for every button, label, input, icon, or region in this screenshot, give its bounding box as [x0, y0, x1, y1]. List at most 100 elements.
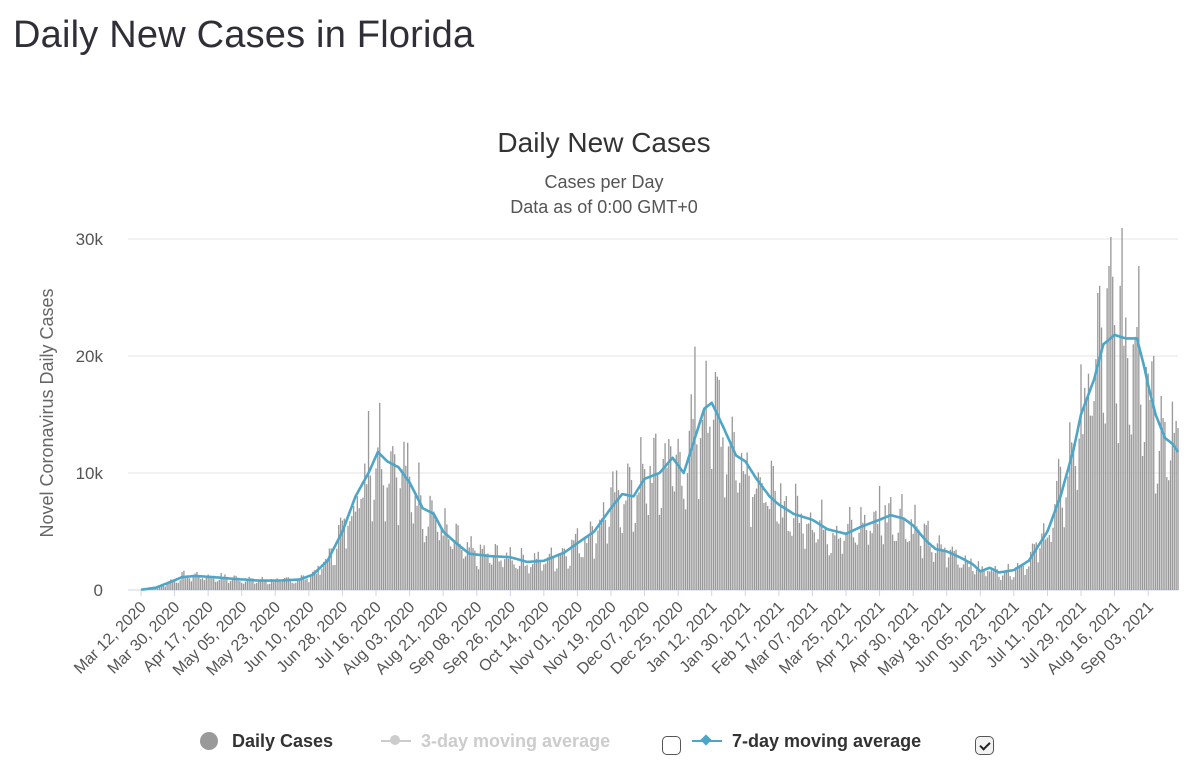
daily-cases-bar: [847, 523, 849, 590]
daily-cases-bar: [459, 543, 461, 590]
daily-cases-bar: [440, 527, 442, 590]
daily-cases-bar: [1154, 493, 1157, 590]
daily-cases-bar: [977, 561, 980, 590]
daily-cases-bar: [410, 512, 413, 590]
daily-cases-bar: [1177, 428, 1179, 590]
daily-cases-bar: [1153, 356, 1155, 590]
daily-cases-bar: [352, 505, 355, 590]
daily-cases-bar: [988, 571, 991, 590]
daily-cases-bar: [871, 533, 873, 590]
daily-cases-bar: [1160, 396, 1162, 590]
daily-cases-bar: [944, 547, 946, 590]
daily-cases-bar: [742, 471, 745, 590]
toggle-3day-checkbox[interactable]: [662, 736, 681, 755]
daily-cases-bar: [1072, 444, 1075, 590]
daily-cases-bar: [946, 567, 948, 590]
daily-cases-bar: [1158, 450, 1161, 590]
daily-cases-bar: [921, 558, 924, 590]
daily-cases-bar: [261, 576, 263, 590]
daily-cases-bar: [1138, 265, 1140, 590]
daily-cases-bar: [1067, 476, 1069, 590]
toggle-7day-checkbox[interactable]: [975, 736, 994, 755]
daily-cases-bar: [660, 507, 663, 590]
daily-cases-bar: [1056, 480, 1058, 590]
daily-cases-bar: [173, 580, 176, 590]
legend-3day-average[interactable]: 3-day moving average: [381, 728, 610, 754]
daily-cases-bar: [722, 437, 724, 590]
daily-cases-bar: [298, 578, 301, 590]
daily-cases-bar: [666, 467, 668, 590]
daily-cases-bar: [774, 491, 776, 590]
daily-cases-bar: [218, 579, 220, 590]
daily-cases-bar: [170, 579, 172, 590]
daily-cases-bar: [612, 471, 614, 590]
daily-cases-bar: [522, 554, 525, 590]
daily-cases-bar: [468, 547, 470, 590]
daily-cases-bar: [739, 482, 741, 590]
daily-cases-bar: [554, 571, 556, 590]
legend-daily-cases[interactable]: Daily Cases: [200, 728, 333, 754]
daily-cases-bar: [1102, 412, 1105, 590]
daily-cases-bar: [992, 571, 995, 590]
daily-cases-bar: [914, 504, 916, 590]
legend-7day-average[interactable]: 7-day moving average: [692, 728, 921, 754]
daily-cases-bar: [647, 514, 649, 590]
grid: [128, 238, 1178, 591]
daily-cases-bar: [160, 585, 163, 590]
daily-cases-bar: [813, 532, 815, 590]
daily-cases-bar: [338, 525, 340, 590]
daily-cases-bar: [830, 553, 832, 590]
daily-cases-bar: [787, 530, 789, 590]
daily-cases-bar: [841, 553, 843, 590]
daily-cases-bar: [418, 462, 420, 590]
daily-cases-bar: [515, 567, 517, 590]
daily-cases-bar: [390, 451, 392, 590]
daily-cases-bar: [636, 494, 638, 590]
daily-cases-bar: [1095, 359, 1097, 590]
daily-cases-bar: [498, 561, 500, 590]
daily-cases-bar: [403, 441, 405, 590]
daily-cases-bar: [606, 543, 608, 590]
daily-cases-bar: [688, 430, 691, 590]
daily-cases-bar: [330, 548, 332, 590]
daily-cases-bar: [186, 577, 189, 590]
daily-cases-bar: [496, 545, 498, 590]
daily-cases-bar: [300, 575, 303, 590]
seven-day-average-line: [140, 333, 1180, 592]
daily-cases-bar: [727, 446, 730, 590]
daily-cases-bar: [1162, 418, 1164, 590]
daily-cases-bar: [1080, 364, 1082, 590]
daily-cases-bar: [1091, 415, 1093, 590]
daily-cases-bar: [343, 518, 345, 590]
daily-cases-bar: [836, 525, 838, 590]
daily-cases-bar: [528, 573, 530, 590]
daily-cases-bar: [675, 454, 677, 590]
daily-cases-bar: [412, 523, 414, 590]
daily-cases-bar: [619, 527, 621, 590]
daily-cases-bar: [949, 549, 952, 590]
daily-cases-bar: [1031, 543, 1034, 590]
daily-cases-bar: [192, 576, 194, 590]
daily-cases-bar: [662, 458, 664, 590]
daily-cases-bar: [1043, 523, 1045, 590]
chart-subtitle-2: Data as of 0:00 GMT+0: [510, 197, 698, 217]
daily-cases-bar: [1022, 565, 1024, 590]
legend-dot-icon: [200, 732, 218, 750]
daily-cases-bar: [919, 545, 922, 590]
daily-cases-bar: [563, 548, 566, 590]
daily-cases-bar: [824, 526, 827, 590]
daily-cases-bar: [628, 467, 631, 590]
daily-cases-bar: [433, 511, 435, 590]
daily-cases-bar: [207, 574, 209, 590]
daily-cases-bar: [729, 442, 732, 590]
daily-cases-bar: [347, 525, 349, 590]
daily-cases-bar: [1171, 401, 1174, 590]
daily-cases-bar: [597, 530, 599, 590]
daily-cases-bar: [832, 532, 834, 590]
daily-cases-bar: [996, 569, 998, 590]
daily-cases-bar: [487, 553, 489, 590]
daily-cases-bar: [317, 565, 319, 590]
daily-cases-bar: [908, 541, 911, 590]
daily-cases-bar: [931, 552, 933, 590]
daily-cases-bar: [975, 569, 978, 590]
